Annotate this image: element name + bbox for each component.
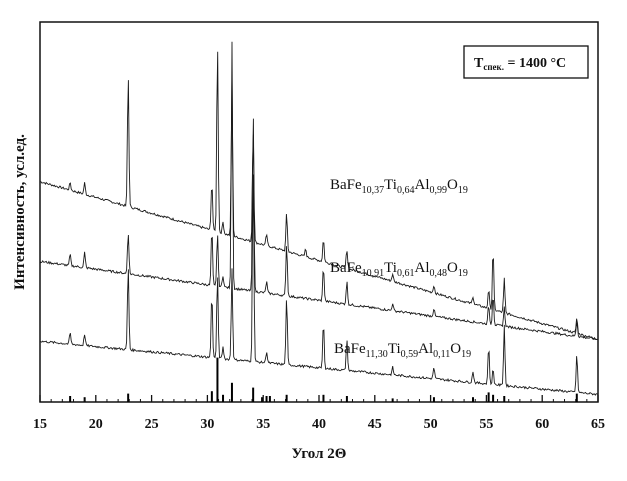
xrd-pattern-2	[39, 41, 599, 341]
x-tick-label: 25	[145, 417, 159, 432]
temperature-note-text: Tспек. = 1400 °C	[474, 56, 566, 72]
y-axis-title: Интенсивность, усл.ед.	[12, 134, 28, 290]
x-tick-label: 15	[33, 417, 47, 432]
svg-text:BaFe11,30Ti0,59Al0,11O19: BaFe11,30Ti0,59Al0,11O19	[334, 341, 471, 360]
temperature-note-box	[463, 45, 589, 79]
plot-frame	[39, 21, 599, 403]
series-label-2: BaFe10,91Ti0,61Al0,48O19	[330, 260, 468, 279]
x-tick-label: 35	[256, 417, 270, 432]
series-label-1: BaFe10,37Ti0,64Al0,99O19	[330, 177, 468, 196]
x-axis-ticks: 15 20 25 30 35 40 45 50 55 60 65	[33, 395, 605, 432]
x-tick-label: 30	[200, 417, 214, 432]
xrd-pattern-1	[39, 51, 599, 341]
x-tick-label: 40	[312, 417, 326, 432]
series-label-3: BaFe11,30Ti0,59Al0,11O19	[334, 341, 471, 360]
temperature-note: Tспек. = 1400 °C	[463, 45, 589, 79]
x-tick-label: 55	[479, 417, 493, 432]
x-tick-label: 65	[591, 417, 605, 432]
svg-text:BaFe10,37Ti0,64Al0,99O19: BaFe10,37Ti0,64Al0,99O19	[330, 177, 468, 196]
xrd-pattern-3	[39, 174, 599, 396]
x-tick-label: 60	[535, 417, 549, 432]
x-tick-label: 45	[368, 417, 382, 432]
x-axis-title: Угол 2Θ	[292, 446, 347, 462]
x-tick-label: 20	[89, 417, 103, 432]
svg-text:BaFe10,91Ti0,61Al0,48O19: BaFe10,91Ti0,61Al0,48O19	[330, 260, 468, 279]
x-tick-label: 50	[424, 417, 438, 432]
series-layer	[39, 41, 599, 396]
reference-lines	[69, 357, 578, 402]
